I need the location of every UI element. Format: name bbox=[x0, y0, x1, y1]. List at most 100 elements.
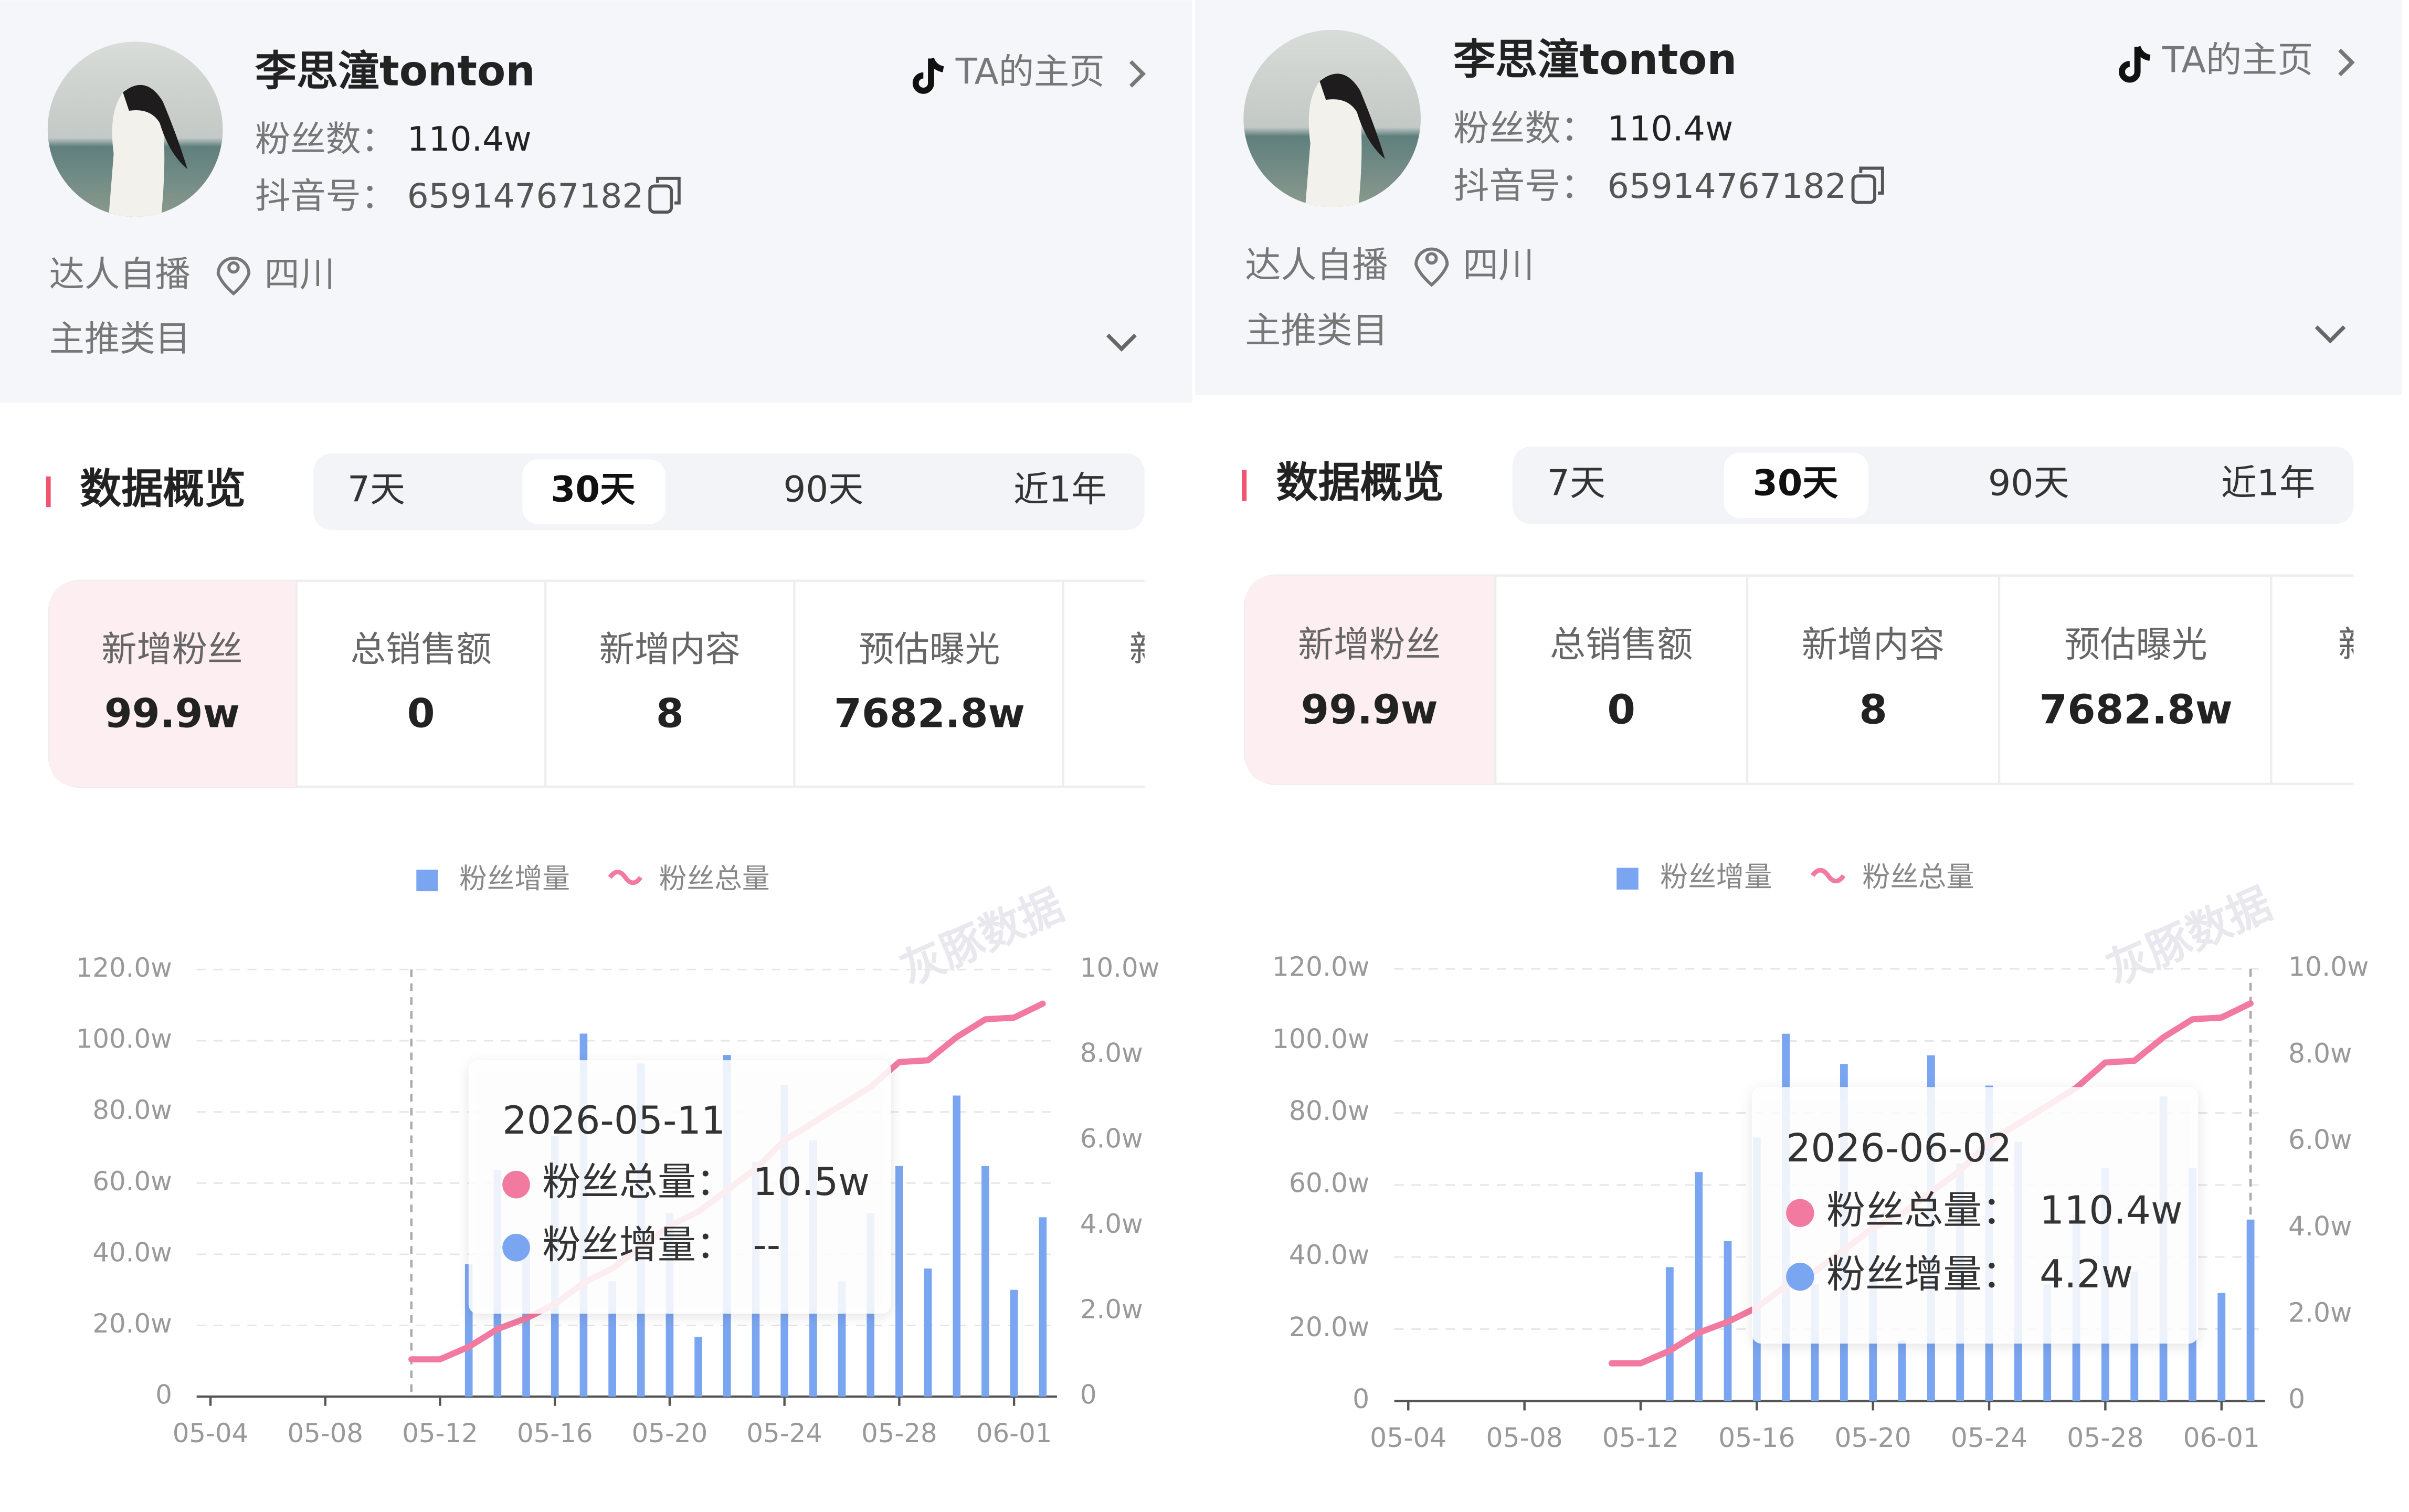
fans-value: 110.4w bbox=[1607, 109, 1733, 149]
profile-name: 李思潼tonton bbox=[1453, 35, 1737, 84]
tab[interactable]: 近1年 bbox=[2221, 462, 2316, 504]
copy-icon-back bbox=[1859, 166, 1884, 195]
avatar bbox=[47, 41, 223, 217]
section-title: 数据概览 bbox=[80, 464, 246, 513]
metric-label[interactable]: 新增内容 bbox=[1802, 624, 1945, 665]
y2-tick-label: 10.0w bbox=[2288, 951, 2369, 982]
y-tick-label: 20.0w bbox=[1289, 1312, 1369, 1342]
metrics-fade bbox=[1144, 568, 1192, 799]
profile-name: 李思潼tonton bbox=[255, 47, 535, 95]
x-tick-label: 06-01 bbox=[976, 1418, 1052, 1448]
tooltip-value: -- bbox=[753, 1223, 780, 1267]
expand-chevron[interactable] bbox=[1106, 333, 1137, 352]
tooltip bbox=[468, 1060, 891, 1314]
legend-label[interactable]: 粉丝总量 bbox=[1862, 861, 1974, 893]
avatar-hair bbox=[123, 84, 188, 170]
tooltip-date: 2026-06-02 bbox=[1786, 1126, 2012, 1171]
id-value: 65914767182 bbox=[407, 176, 644, 216]
y-tick-label: 120.0w bbox=[76, 953, 172, 983]
legend-label[interactable]: 粉丝增量 bbox=[1660, 861, 1772, 893]
id-label: 抖音号： bbox=[1453, 166, 1597, 207]
bar bbox=[895, 1166, 903, 1397]
metric-value: 7682.8w bbox=[2040, 686, 2233, 733]
metric-highlight bbox=[1245, 575, 1496, 784]
y2-tick-label: 2.0w bbox=[1080, 1294, 1143, 1325]
metric-label[interactable]: 总销售额 bbox=[350, 629, 491, 670]
bar bbox=[1039, 1217, 1047, 1397]
bar bbox=[1695, 1172, 1703, 1401]
expand-chevron[interactable] bbox=[2315, 325, 2346, 344]
tooltip-value: 4.2w bbox=[2040, 1252, 2133, 1297]
metric-label[interactable]: 预估曝光 bbox=[859, 629, 1000, 670]
x-tick-label: 05-20 bbox=[1835, 1422, 1911, 1453]
bar bbox=[924, 1268, 932, 1397]
avatar-hair bbox=[1319, 73, 1385, 159]
x-tick-label: 05-28 bbox=[861, 1418, 937, 1448]
tab[interactable]: 30天 bbox=[1752, 462, 1838, 504]
panel-content: 李思潼tonton 粉丝数： 110.4w 抖音号： 65914767182 TA的主页达… bbox=[0, 0, 1192, 1448]
legend-swatch-line bbox=[1810, 868, 1846, 884]
y2-tick-label: 8.0w bbox=[2288, 1038, 2352, 1069]
y2-tick-label: 0 bbox=[2288, 1383, 2305, 1414]
legend-swatch-bar bbox=[1616, 868, 1639, 890]
metric-label[interactable]: 新增粉丝 bbox=[1298, 624, 1441, 665]
x-tick-label: 05-24 bbox=[746, 1418, 822, 1448]
tiktok-icon bbox=[2119, 46, 2151, 83]
metric-value: 99.9w bbox=[104, 690, 240, 736]
section-marker bbox=[1242, 470, 1247, 501]
y2-tick-label: 10.0w bbox=[1080, 953, 1159, 983]
x-tick-label: 05-12 bbox=[402, 1418, 478, 1448]
location: 四川 bbox=[1463, 245, 1534, 287]
copy-icon[interactable] bbox=[1851, 174, 1876, 204]
tab[interactable]: 90天 bbox=[1988, 462, 2069, 504]
location-icon bbox=[1414, 247, 1449, 287]
x-tick-label: 05-16 bbox=[517, 1418, 593, 1448]
x-tick-label: 05-24 bbox=[1951, 1422, 2027, 1453]
id-value: 65914767182 bbox=[1607, 167, 1846, 206]
metric-label[interactable]: 总销售额 bbox=[1550, 624, 1693, 665]
y2-tick-label: 4.0w bbox=[2288, 1211, 2352, 1242]
avatar bbox=[1243, 29, 1421, 207]
legend-label[interactable]: 粉丝总量 bbox=[659, 863, 770, 895]
tab[interactable]: 30天 bbox=[551, 469, 636, 510]
y-tick-label: 0 bbox=[1353, 1383, 1369, 1414]
metric-label[interactable]: 预估曝光 bbox=[2064, 624, 2207, 665]
tiktok-icon bbox=[912, 57, 944, 94]
tooltip-label: 粉丝总量： bbox=[1826, 1188, 2021, 1233]
panel: 李思潼tonton 粉丝数： 110.4w 抖音号： 65914767182 TA的主页达… bbox=[0, 0, 1192, 1448]
tab[interactable]: 7天 bbox=[1547, 462, 1605, 504]
y-tick-label: 0 bbox=[155, 1380, 172, 1410]
tooltip bbox=[1751, 1087, 2199, 1344]
bar bbox=[981, 1166, 989, 1397]
legend-label[interactable]: 粉丝增量 bbox=[459, 863, 570, 895]
tooltip-label: 粉丝总量： bbox=[542, 1160, 734, 1204]
location-icon bbox=[216, 257, 251, 296]
fans-label: 粉丝数： bbox=[1453, 108, 1597, 150]
metric-label[interactable]: 新增内容 bbox=[599, 629, 741, 670]
header-bg bbox=[0, 0, 1192, 403]
metric-value: 0 bbox=[407, 690, 435, 736]
tab[interactable]: 近1年 bbox=[1013, 469, 1106, 510]
y2-tick-label: 2.0w bbox=[2288, 1297, 2352, 1328]
tab[interactable]: 7天 bbox=[347, 469, 405, 510]
section-title: 数据概览 bbox=[1276, 458, 1444, 507]
bar bbox=[694, 1337, 702, 1397]
homepage-link[interactable]: TA的主页 bbox=[955, 51, 1105, 92]
x-tick-label: 05-04 bbox=[1370, 1422, 1446, 1453]
homepage-link[interactable]: TA的主页 bbox=[2162, 40, 2313, 81]
tab-active-bg bbox=[522, 459, 665, 524]
tooltip-value: 10.5w bbox=[753, 1160, 870, 1204]
metric-label[interactable]: 新增粉丝 bbox=[101, 629, 242, 670]
copy-icon-back bbox=[656, 176, 681, 205]
x-tick-label: 05-04 bbox=[173, 1418, 249, 1448]
fans-label: 粉丝数： bbox=[255, 119, 396, 160]
tooltip-dot bbox=[502, 1170, 530, 1199]
y-tick-label: 100.0w bbox=[76, 1024, 172, 1054]
metric-value: 0 bbox=[1607, 686, 1635, 733]
bar bbox=[953, 1095, 961, 1397]
copy-icon[interactable] bbox=[648, 184, 673, 214]
id-label: 抖音号： bbox=[255, 175, 396, 216]
tab[interactable]: 90天 bbox=[784, 469, 864, 510]
